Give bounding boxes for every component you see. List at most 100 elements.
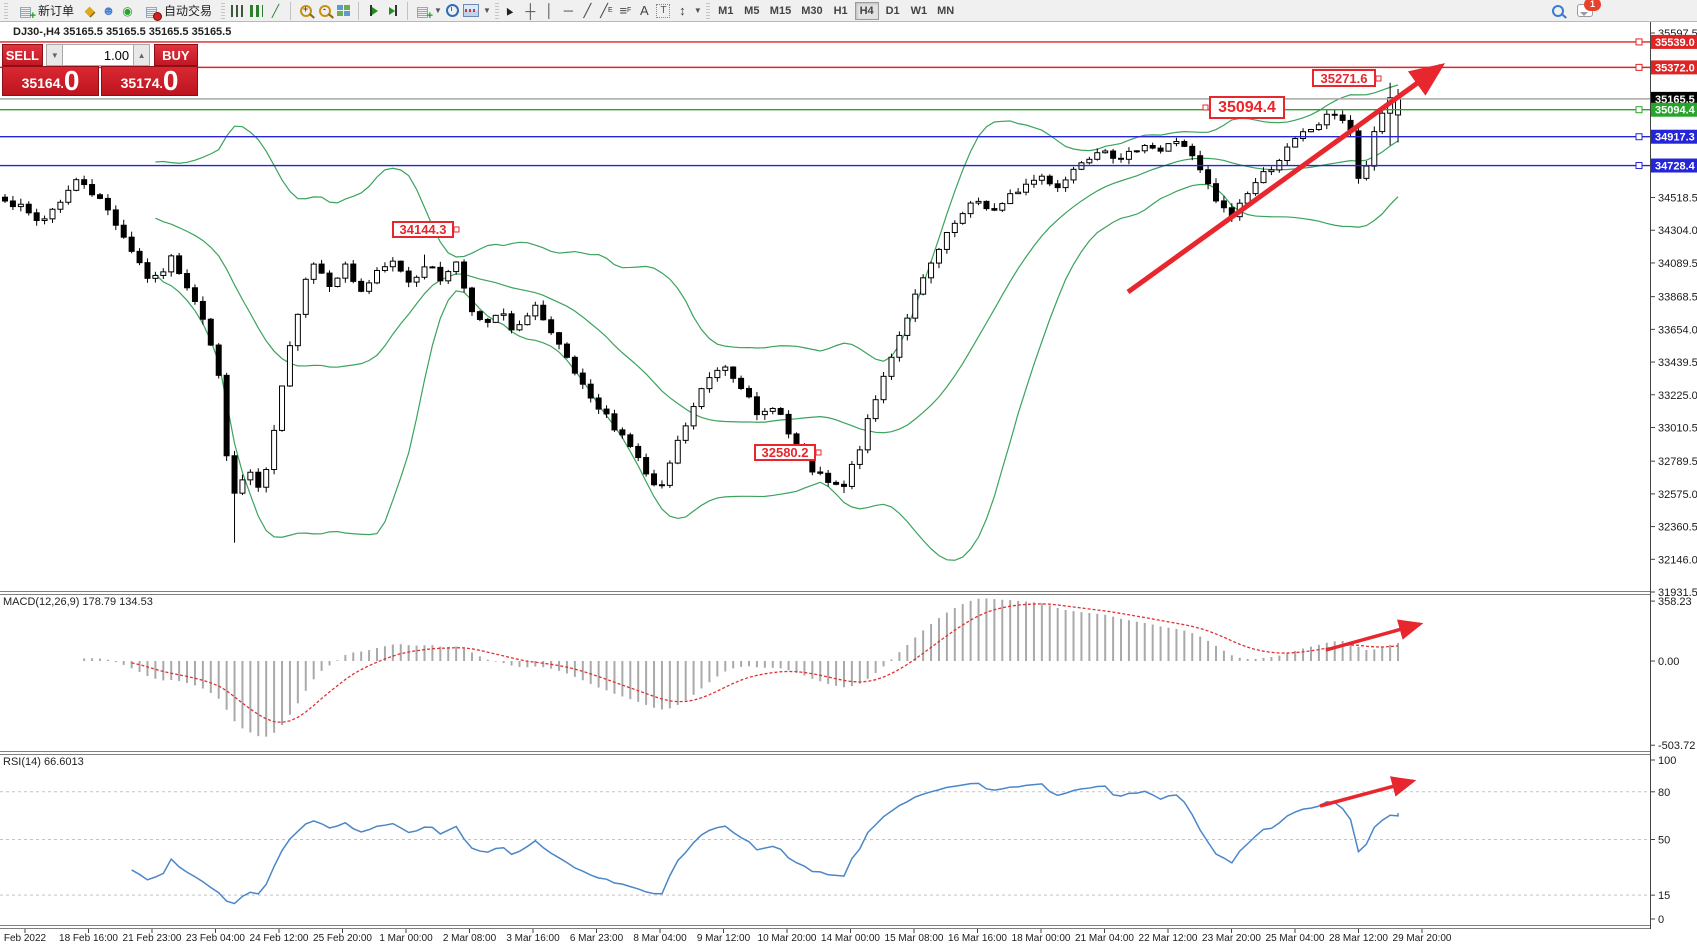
- price-annotation[interactable]: 35094.4: [1209, 96, 1285, 119]
- axis-price-badge: [1651, 60, 1697, 75]
- toolbar-grip[interactable]: [4, 2, 8, 19]
- level-handle[interactable]: [1635, 106, 1643, 114]
- svg-text:Feb 2022: Feb 2022: [4, 933, 47, 944]
- trendline-tool-icon[interactable]: ╱: [583, 3, 592, 18]
- candlestick-chart-type-icon[interactable]: [248, 3, 265, 19]
- templates-icon[interactable]: [463, 3, 480, 19]
- auto-scroll-icon[interactable]: [384, 3, 401, 19]
- trend-arrow[interactable]: [1126, 63, 1446, 295]
- sell-button[interactable]: SELL: [2, 44, 43, 66]
- arrows-dropdown-icon[interactable]: ▼: [693, 6, 702, 15]
- axis-price-badge: [1651, 34, 1697, 49]
- notifications-icon[interactable]: 1: [1576, 0, 1601, 19]
- svg-text:35372.0: 35372.0: [1655, 62, 1695, 74]
- svg-text:9 Mar 12:00: 9 Mar 12:00: [697, 933, 751, 944]
- zoom-in-icon[interactable]: +: [297, 3, 314, 19]
- volume-decrease-button[interactable]: ▼: [46, 44, 64, 66]
- svg-text:35539.0: 35539.0: [1655, 37, 1695, 49]
- volume-increase-button[interactable]: ▲: [133, 44, 150, 66]
- rsi-panel: [0, 782, 1650, 905]
- macd-signal-line: [131, 603, 1399, 724]
- trend-arrow[interactable]: [1319, 776, 1417, 808]
- bollinger-upper: [155, 84, 1399, 362]
- level-handle[interactable]: [1635, 162, 1643, 170]
- time-axis[interactable]: Feb 2022 18 Feb 16:00 21 Feb 23:00 23 Feb 0…: [4, 929, 1452, 944]
- text-label-tool-icon[interactable]: T: [655, 3, 672, 19]
- level-handle[interactable]: [1635, 133, 1643, 141]
- annotation-handle[interactable]: [453, 226, 460, 233]
- svg-text:2 Mar 08:00: 2 Mar 08:00: [443, 933, 497, 944]
- deposit-gold-icon[interactable]: ◆: [84, 3, 95, 18]
- arrows-tool-icon[interactable]: ↕: [679, 3, 686, 18]
- level-handle[interactable]: [1635, 63, 1643, 71]
- tile-windows-icon[interactable]: [335, 3, 352, 19]
- svg-text:32575.0: 32575.0: [1658, 489, 1697, 501]
- timeframe-mn[interactable]: MN: [933, 2, 958, 20]
- annotation-handle[interactable]: [1202, 104, 1209, 111]
- axis-price-badge: [1651, 129, 1697, 144]
- toolbar-grip[interactable]: [494, 2, 499, 19]
- timeframe-w1[interactable]: W1: [907, 2, 932, 20]
- svg-text:0: 0: [1658, 914, 1664, 926]
- annotation-handle[interactable]: [815, 449, 822, 456]
- timeframe-h4[interactable]: H4: [854, 1, 879, 20]
- svg-text:15: 15: [1658, 890, 1670, 902]
- svg-text:24 Feb 12:00: 24 Feb 12:00: [250, 933, 309, 944]
- price-annotation[interactable]: 32580.2: [754, 444, 816, 461]
- autotrading-label: 自动交易: [164, 4, 213, 18]
- crosshair-tool-icon[interactable]: ┼: [525, 2, 536, 19]
- level-handle[interactable]: [1635, 38, 1643, 46]
- vertical-line-tool-icon[interactable]: │: [545, 3, 554, 18]
- svg-text:28 Mar 12:00: 28 Mar 12:00: [1329, 933, 1388, 944]
- autotrading-icon: ▤: [143, 3, 163, 21]
- notification-badge: 1: [1584, 0, 1601, 11]
- sell-price-display[interactable]: 35164. 0: [2, 66, 99, 96]
- search-icon[interactable]: [1549, 3, 1566, 19]
- timeframe-m5[interactable]: M5: [740, 2, 764, 20]
- axis-price-badge: [1651, 91, 1697, 106]
- period-clock-icon[interactable]: [444, 3, 461, 19]
- svg-text:-503.72: -503.72: [1658, 740, 1695, 752]
- price-annotation[interactable]: 35271.6: [1312, 69, 1376, 87]
- text-tool-icon[interactable]: A: [640, 3, 649, 18]
- svg-text:3 Mar 16:00: 3 Mar 16:00: [506, 933, 560, 944]
- buy-button[interactable]: BUY: [153, 44, 198, 66]
- svg-text:32360.5: 32360.5: [1658, 522, 1697, 534]
- svg-text:21 Feb 23:00: 21 Feb 23:00: [123, 933, 182, 944]
- svg-text:16 Mar 16:00: 16 Mar 16:00: [948, 933, 1007, 944]
- svg-text:34518.5: 34518.5: [1658, 193, 1697, 205]
- horizontal-line-tool-icon[interactable]: ─: [563, 3, 573, 18]
- account-icon[interactable]: ☻: [101, 3, 116, 18]
- cursor-tool-icon[interactable]: ▲: [499, 0, 517, 19]
- line-chart-type-icon[interactable]: ╱: [271, 3, 280, 18]
- macd-indicator-label: MACD(12,26,9) 178.79 134.53: [3, 596, 153, 608]
- macd-panel: [83, 598, 1400, 737]
- zoom-out-icon[interactable]: -: [316, 3, 333, 19]
- toolbar-grip[interactable]: [705, 2, 710, 19]
- fibonacci-tool-icon[interactable]: ≡ F: [619, 3, 632, 18]
- timeframe-d1[interactable]: D1: [881, 2, 905, 20]
- timeframe-h1[interactable]: H1: [829, 2, 853, 20]
- price-annotation[interactable]: 34144.3: [392, 221, 454, 238]
- templates-dropdown-icon[interactable]: ▼: [482, 6, 491, 15]
- volume-input[interactable]: [63, 44, 134, 66]
- svg-text:100: 100: [1658, 755, 1676, 767]
- channel-tool-icon[interactable]: ╱ E: [600, 3, 613, 18]
- indicators-icon[interactable]: ▤ +: [415, 2, 434, 22]
- svg-text:0.00: 0.00: [1658, 656, 1679, 668]
- bar-chart-type-icon[interactable]: [229, 3, 246, 19]
- timeframe-m30[interactable]: M30: [797, 2, 826, 20]
- indicators-dropdown-icon[interactable]: ▼: [434, 6, 442, 15]
- toolbar-grip[interactable]: [221, 2, 226, 19]
- buy-price-display[interactable]: 35174. 0: [101, 66, 198, 96]
- timeframe-m15[interactable]: M15: [766, 2, 795, 20]
- new-order-button[interactable]: ▤ + 新订单: [12, 1, 79, 22]
- autotrading-button[interactable]: ▤ 自动交易: [138, 1, 217, 21]
- svg-text:18 Mar 00:00: 18 Mar 00:00: [1012, 933, 1071, 944]
- chart-shift-icon[interactable]: [365, 3, 382, 19]
- timeframe-m1[interactable]: M1: [714, 2, 738, 20]
- signals-icon[interactable]: ◉: [122, 3, 133, 18]
- trend-arrow[interactable]: [1325, 619, 1424, 652]
- annotation-handle[interactable]: [1375, 75, 1382, 82]
